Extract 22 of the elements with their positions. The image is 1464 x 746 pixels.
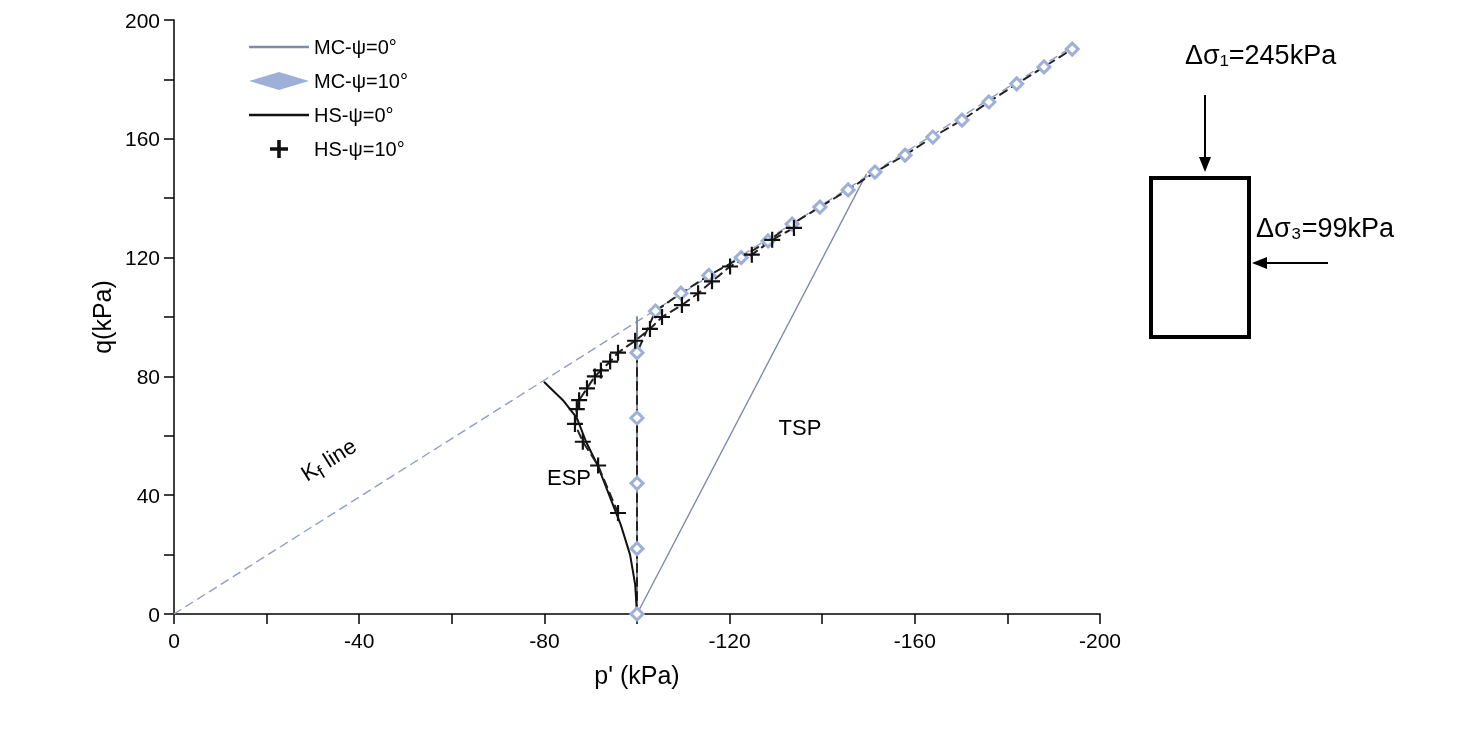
x-tick-label: -40 (344, 629, 375, 652)
legend-label: HS-ψ=0° (314, 104, 394, 126)
y-tick-label: 160 (124, 127, 160, 151)
y-tick-label: 120 (124, 246, 160, 270)
legend-label: MC-ψ=10° (314, 70, 408, 92)
legend-label: HS-ψ=10° (314, 138, 405, 160)
x-tick-label: -80 (529, 629, 560, 652)
annotation: ESP (546, 465, 592, 491)
legend-label: MC-ψ=0° (314, 36, 397, 58)
text: Δσ₁=245kPa (1185, 40, 1337, 71)
x-tick-label: -160 (893, 629, 936, 652)
x-tick-label: -120 (708, 629, 751, 652)
annotation: TSP (778, 415, 822, 441)
y-tick-label: 40 (136, 483, 160, 507)
y-tick-label: 80 (136, 364, 160, 388)
x-tick-label: 0 (168, 629, 180, 652)
y-axis-title: q(kPa) (87, 280, 116, 354)
x-axis-title: p' (kPa) (594, 660, 680, 689)
y-tick-label: 200 (124, 8, 160, 32)
text: Δσ₃=99kPa (1256, 213, 1395, 244)
y-tick-label: 0 (148, 602, 160, 626)
x-tick-label: -200 (1078, 629, 1122, 652)
